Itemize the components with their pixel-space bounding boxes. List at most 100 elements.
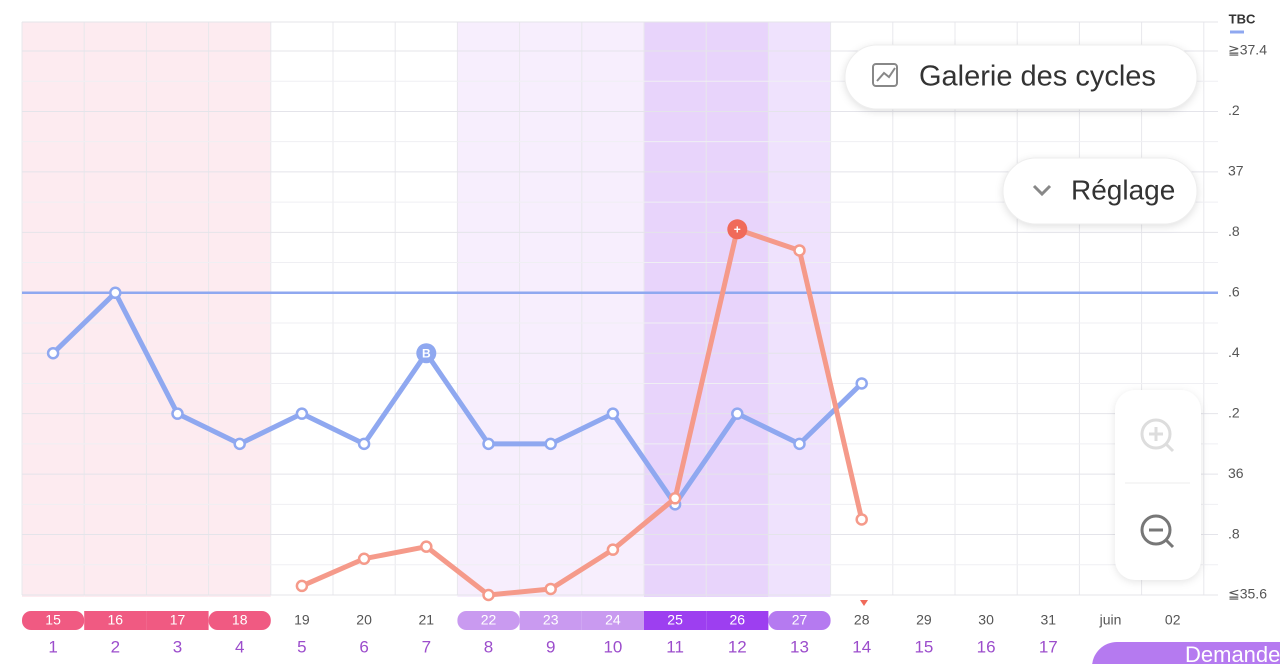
series-line (51, 290, 864, 507)
date-label: 21 (419, 612, 435, 628)
cycle-day-label: 2 (111, 637, 120, 656)
data-point (46, 346, 60, 360)
phase-pill (706, 611, 769, 630)
button-text[interactable]: Demande (1185, 642, 1280, 664)
chevron-icon (1032, 184, 1052, 197)
button-text[interactable]: Réglage (1071, 174, 1175, 205)
annotation-label: + (734, 222, 741, 236)
phase-pill (644, 611, 707, 630)
gallery-button[interactable]: Galerie des cycles (844, 44, 1198, 110)
data-point (606, 407, 620, 420)
data-point (482, 437, 495, 451)
data-point (357, 437, 371, 451)
data-point (482, 588, 495, 602)
button-bg[interactable] (1092, 642, 1280, 664)
data-point (731, 407, 744, 420)
cycle-day-label: 7 (422, 637, 431, 656)
zoom-in[interactable] (1140, 418, 1175, 453)
button-text[interactable]: Galerie des cycles (919, 61, 1156, 93)
gallery-icon-line (876, 67, 896, 82)
data-point (295, 579, 309, 593)
zoom-panel (1115, 390, 1201, 580)
phase-pill (519, 611, 582, 630)
phase-pill (768, 611, 831, 630)
date-label: 16 (108, 612, 124, 628)
data-point (793, 437, 806, 451)
y-tick-label: 37 (1228, 163, 1244, 179)
phase-band (22, 22, 85, 597)
phase-band (644, 22, 707, 597)
cycle-day-label: 4 (235, 637, 244, 656)
data-point (793, 244, 806, 257)
cycle-day-label: 13 (790, 637, 809, 656)
cycle-day-label: 9 (546, 637, 555, 656)
cycle-day-label: 12 (728, 637, 747, 656)
cycle-day-label: 15 (914, 637, 933, 656)
date-label: 26 (730, 612, 746, 628)
data-point (357, 552, 371, 565)
date-label: 31 (1041, 612, 1057, 628)
date-label: juin (1099, 612, 1122, 628)
data-point (420, 540, 433, 553)
phase-band (146, 22, 209, 597)
date-label: 18 (232, 612, 248, 628)
phase-pill (146, 611, 209, 630)
zoom-in-icon[interactable] (1140, 418, 1172, 450)
phase-pill (581, 611, 644, 630)
y-tick-label: .8 (1228, 223, 1240, 239)
date-label: 29 (916, 612, 932, 628)
cycle-day-label: 14 (852, 637, 871, 656)
phase-pill (208, 611, 271, 630)
date-label: 22 (481, 612, 497, 628)
y-tick-label: .8 (1228, 525, 1240, 541)
legend-label: TBC (1229, 11, 1256, 26)
data-point (295, 407, 309, 420)
zoom-out-icon[interactable] (1140, 514, 1172, 546)
date-label: 25 (667, 612, 683, 628)
phase-band (768, 22, 831, 597)
data-point (606, 543, 620, 556)
cycle-day-label: 5 (297, 637, 306, 656)
phase-band (84, 22, 147, 597)
phase-band (581, 22, 644, 597)
data-point (233, 437, 246, 451)
data-point (855, 513, 868, 526)
cycle-day-label: 10 (603, 637, 622, 656)
phase-band (519, 22, 582, 597)
zoom-out-glyph (1149, 528, 1175, 549)
cycle-day-label: 1 (48, 637, 57, 656)
settings-button[interactable]: Réglage (1002, 157, 1198, 225)
annotation-label: B (422, 346, 431, 360)
zoom-out[interactable] (1140, 514, 1175, 549)
button-bg[interactable] (1002, 157, 1198, 225)
date-label: 17 (170, 612, 186, 628)
zoom-in-glyph (1149, 427, 1175, 453)
cycle-day-label: 6 (359, 637, 368, 656)
date-label: 30 (978, 612, 994, 628)
cycle-day-label: 3 (173, 637, 182, 656)
cycle-day-label: 16 (977, 637, 996, 656)
data-point (109, 286, 122, 300)
data-point (171, 407, 184, 420)
button-bg[interactable] (844, 44, 1198, 110)
cycle-day-label: 8 (484, 637, 493, 656)
request-button[interactable]: Demande (1092, 642, 1280, 664)
date-label: 15 (45, 612, 61, 628)
y-tick-label: .4 (1228, 344, 1240, 360)
date-label: 27 (792, 612, 808, 628)
gallery-icon (872, 63, 898, 87)
data-point (855, 377, 868, 390)
phase-band (208, 22, 271, 597)
y-tick-label: ≧37.4 (1228, 42, 1267, 58)
series-line (300, 226, 865, 598)
zoom-controls (1115, 390, 1201, 580)
y-tick-label: ≦35.6 (1228, 586, 1267, 602)
phase-pill (457, 611, 520, 630)
phase-pill (84, 611, 147, 630)
phase-band (706, 22, 769, 597)
cycle-day-label: 17 (1039, 637, 1058, 656)
date-label: 24 (605, 612, 621, 628)
date-label: 02 (1165, 612, 1181, 628)
y-tick-label: .2 (1228, 102, 1240, 118)
